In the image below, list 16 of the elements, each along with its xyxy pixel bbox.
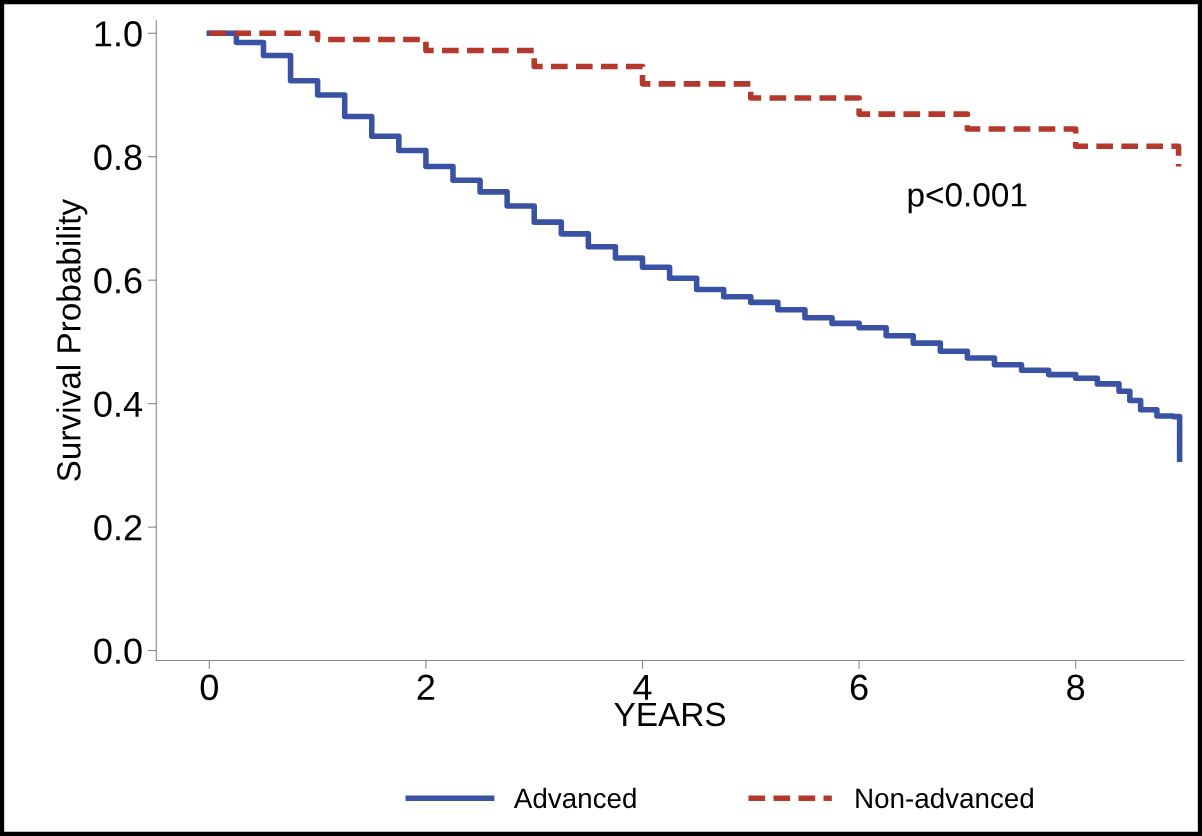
x-axis-title: YEARS	[614, 702, 726, 727]
y-axis-title: Survival Probability	[56, 199, 88, 481]
x-tick-label: 6	[850, 674, 868, 701]
x-tick-label: 8	[1067, 674, 1085, 701]
annotation: p<0.001	[908, 183, 1027, 214]
x-tick-label: 4	[633, 674, 652, 700]
y-tick-label: 0.8	[94, 144, 142, 171]
x-tick-label: 2	[417, 674, 435, 700]
y-tick-label: 0.2	[94, 514, 142, 541]
y-tick-label: 0.6	[94, 268, 142, 294]
y-tick-label: 0.0	[94, 638, 142, 664]
legend-label: Non-advanced	[856, 787, 1033, 809]
y-tick-label: 1.0	[95, 21, 142, 47]
legend-label: Advanced	[513, 787, 636, 809]
x-tick-label: 0	[200, 674, 218, 701]
y-tick-label: 0.4	[94, 391, 143, 418]
